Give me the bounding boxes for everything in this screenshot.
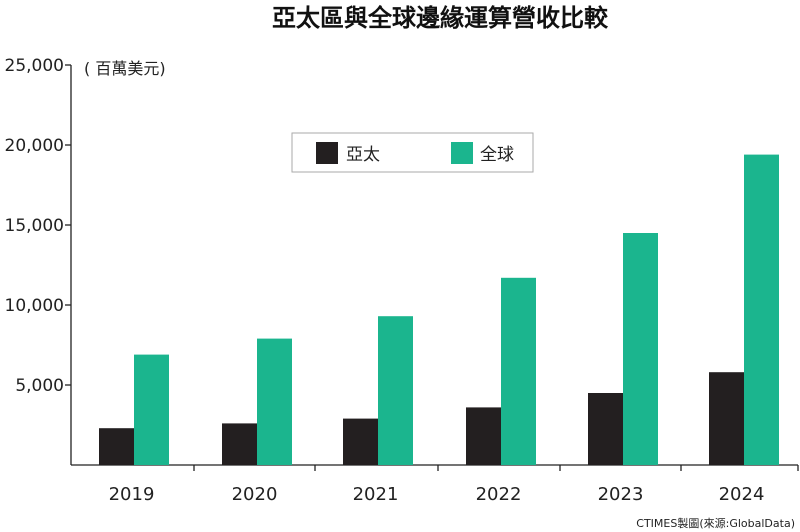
bar-asia-pacific [588, 393, 623, 465]
legend-label-asia-pacific: 亞太 [346, 145, 380, 165]
y-axis: 5,000 10,000 15,000 20,000 25,000 [5, 56, 72, 465]
legend-label-global: 全球 [480, 145, 514, 165]
x-tick-label: 2019 [109, 484, 155, 505]
bar-asia-pacific [709, 372, 744, 465]
bar-global [744, 154, 779, 465]
bar-global [378, 316, 413, 465]
bars [99, 154, 779, 465]
legend-swatch-global [451, 142, 473, 164]
y-tick-label: 5,000 [15, 376, 64, 396]
y-axis-unit: ( 百萬美元) [84, 59, 166, 78]
bar-global [257, 338, 292, 465]
x-tick-label: 2023 [598, 484, 644, 505]
x-axis: 2019 2020 2021 2022 2023 2024 [71, 464, 799, 505]
bar-asia-pacific [222, 423, 257, 465]
bar-asia-pacific [99, 428, 134, 465]
chart-title: 亞太區與全球邊緣運算營收比較 [272, 4, 609, 32]
y-tick-label: 20,000 [5, 136, 64, 156]
source-note: CTIMES製圖(來源:GlobalData) [636, 516, 795, 530]
x-tick-label: 2024 [719, 484, 765, 505]
y-tick-label: 10,000 [5, 296, 64, 316]
x-tick-label: 2021 [353, 484, 399, 505]
bar-global [623, 233, 658, 465]
bar-global [501, 277, 536, 465]
x-tick-label: 2022 [476, 484, 522, 505]
y-tick-label: 15,000 [5, 216, 64, 236]
bar-asia-pacific [343, 418, 378, 465]
bar-asia-pacific [466, 407, 501, 465]
x-tick-label: 2020 [232, 484, 278, 505]
bar-global [134, 354, 169, 465]
legend: 亞太 全球 [291, 132, 534, 173]
legend-swatch-asia-pacific [316, 142, 338, 164]
y-tick-label: 25,000 [5, 56, 64, 76]
